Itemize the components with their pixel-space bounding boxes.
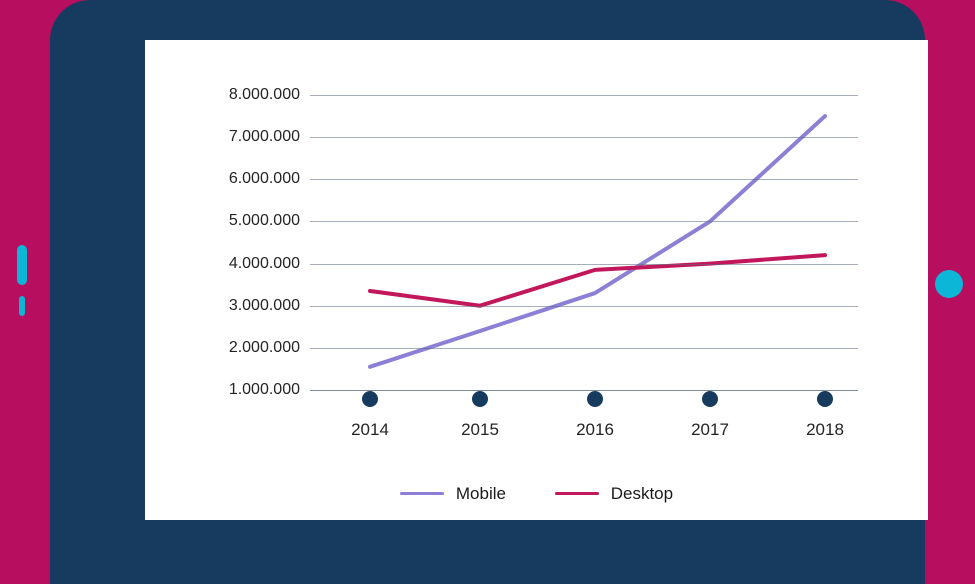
- x-tick-label: 2018: [806, 420, 844, 440]
- legend: Mobile Desktop: [145, 480, 928, 504]
- gridline: [310, 179, 858, 180]
- y-tick-label: 5.000.000: [229, 212, 300, 230]
- gridline: [310, 264, 858, 265]
- screen: Mobile Desktop 1.000.000 2.000.000 3.000.0…: [145, 40, 928, 520]
- speaker-dot-icon: [19, 296, 25, 316]
- y-tick-label: 2.000.000: [229, 339, 300, 357]
- gridline: [310, 95, 858, 96]
- line-chart: Mobile Desktop 1.000.000 2.000.000 3.000.0…: [145, 40, 928, 520]
- y-tick-label: 7.000.000: [229, 128, 300, 146]
- speaker-icon: [17, 245, 27, 285]
- y-tick-label: 6.000.000: [229, 170, 300, 188]
- x-tick-label: 2015: [461, 420, 499, 440]
- legend-label: Desktop: [611, 484, 673, 504]
- x-tick-label: 2017: [691, 420, 729, 440]
- x-baseline: [310, 390, 858, 391]
- legend-swatch-desktop: [555, 492, 599, 495]
- home-button-icon: [935, 270, 963, 298]
- y-tick-label: 3.000.000: [229, 297, 300, 315]
- y-tick-label: 8.000.000: [229, 86, 300, 104]
- x-tick-dot: [362, 391, 378, 407]
- x-tick-dot: [702, 391, 718, 407]
- x-tick-dot: [817, 391, 833, 407]
- tablet-frame: Mobile Desktop 1.000.000 2.000.000 3.000.0…: [50, 0, 925, 584]
- x-tick-dot: [587, 391, 603, 407]
- legend-item-desktop: Desktop: [555, 484, 673, 504]
- legend-swatch-mobile: [400, 492, 444, 495]
- page-background: Mobile Desktop 1.000.000 2.000.000 3.000.0…: [0, 0, 975, 584]
- x-tick-label: 2014: [351, 420, 389, 440]
- x-tick-label: 2016: [576, 420, 614, 440]
- plot-area: [145, 40, 928, 520]
- gridline: [310, 221, 858, 222]
- legend-label: Mobile: [456, 484, 506, 504]
- series-mobile: [370, 116, 825, 367]
- y-tick-label: 1.000.000: [229, 381, 300, 399]
- x-tick-dot: [472, 391, 488, 407]
- legend-item-mobile: Mobile: [400, 484, 506, 504]
- gridline: [310, 306, 858, 307]
- gridline: [310, 348, 858, 349]
- y-tick-label: 4.000.000: [229, 255, 300, 273]
- gridline: [310, 137, 858, 138]
